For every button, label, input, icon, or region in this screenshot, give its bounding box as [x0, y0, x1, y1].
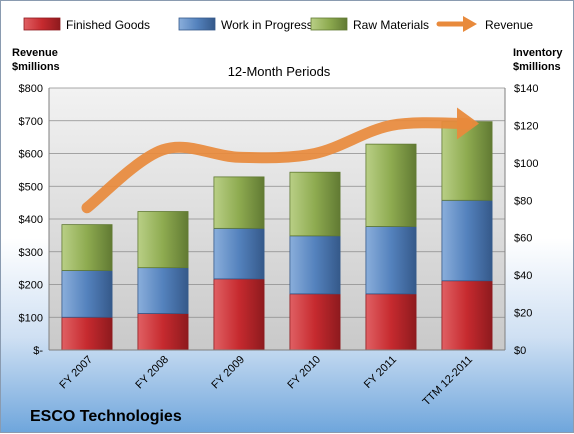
company-name: ESCO Technologies	[30, 408, 182, 425]
x-tick-label: FY 2011	[362, 354, 399, 391]
left-tick-label: $200	[19, 280, 43, 292]
right-tick-label: $0	[514, 345, 526, 357]
left-tick-label: $300	[19, 247, 43, 259]
x-tick-label: FY 2010	[285, 354, 323, 392]
left-tick-label: $800	[19, 83, 43, 95]
bar-raw-materials	[365, 143, 417, 227]
legend-swatch-raw-materials	[310, 17, 348, 31]
right-tick-label: $40	[514, 270, 532, 282]
bar-work-in-progress	[441, 199, 493, 282]
legend-label-finished-goods: Finished Goods	[66, 18, 150, 32]
left-axis-title-line2: $millions	[12, 61, 60, 73]
revenue-line	[81, 107, 479, 214]
bar-finished-goods	[365, 293, 417, 351]
right-tick-label: $20	[514, 308, 532, 320]
legend-label-work-in-progress: Work in Progress	[221, 18, 313, 32]
bar-finished-goods	[137, 313, 189, 351]
bar-work-in-progress	[61, 270, 113, 318]
bar-work-in-progress	[213, 227, 265, 280]
bar-finished-goods	[213, 278, 265, 351]
bar-raw-materials	[61, 224, 113, 271]
bar-raw-materials	[213, 176, 265, 229]
revenue-line-path	[81, 117, 473, 214]
left-tick-label: $-	[33, 345, 43, 357]
x-tick-label: FY 2008	[133, 354, 171, 392]
bar-raw-materials	[137, 211, 189, 269]
right-tick-label: $80	[514, 195, 532, 207]
chart-subtitle: 12-Month Periods	[228, 64, 331, 79]
right-axis-title-line2: $millions	[513, 61, 561, 73]
bar-raw-materials	[441, 121, 493, 201]
bar-work-in-progress	[365, 226, 417, 295]
bar-finished-goods	[61, 316, 113, 351]
bar-work-in-progress	[289, 235, 341, 295]
bars	[61, 121, 493, 351]
right-tick-label: $100	[514, 158, 538, 170]
x-tick-label: FY 2007	[57, 354, 95, 392]
bar-finished-goods	[289, 293, 341, 351]
left-tick-label: $600	[19, 149, 43, 161]
x-tick-label: TTM 12-2011	[421, 354, 476, 409]
left-tick-label: $400	[19, 214, 43, 226]
right-tick-label: $120	[514, 120, 538, 132]
bar-raw-materials	[289, 171, 341, 237]
bar-finished-goods	[441, 280, 493, 351]
bar-work-in-progress	[137, 267, 189, 314]
legend-swatch-work-in-progress	[178, 17, 216, 31]
legend-label-raw-materials: Raw Materials	[353, 18, 429, 32]
left-axis-title-line1: Revenue	[12, 47, 58, 59]
left-tick-label: $100	[19, 312, 43, 324]
x-tick-label: FY 2009	[209, 354, 247, 392]
left-tick-label: $700	[19, 116, 43, 128]
legend-label-revenue: Revenue	[485, 18, 533, 32]
revenue-line-arrowhead	[457, 107, 479, 140]
legend-swatch-finished-goods	[23, 17, 61, 31]
right-axis-title-line1: Inventory	[513, 47, 563, 59]
right-tick-label: $60	[514, 233, 532, 245]
legend: Finished Goods Work in Progress Raw Mate…	[23, 16, 533, 32]
legend-swatch-revenue	[436, 16, 477, 32]
right-tick-label: $140	[514, 83, 538, 95]
left-tick-label: $500	[19, 181, 43, 193]
